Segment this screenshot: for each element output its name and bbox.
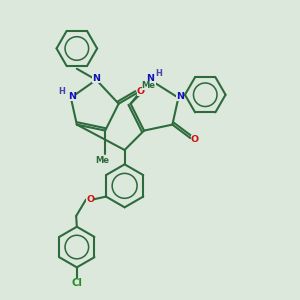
Text: Cl: Cl — [71, 278, 82, 288]
Text: H: H — [155, 69, 162, 78]
Text: O: O — [191, 135, 199, 144]
Text: Me: Me — [95, 156, 109, 165]
Text: N: N — [92, 74, 100, 83]
Text: N: N — [146, 74, 154, 83]
Text: N: N — [68, 92, 76, 101]
Text: H: H — [58, 87, 65, 96]
Text: Me: Me — [142, 81, 155, 90]
Text: O: O — [86, 195, 94, 204]
Text: N: N — [176, 92, 184, 101]
Text: O: O — [137, 87, 145, 96]
